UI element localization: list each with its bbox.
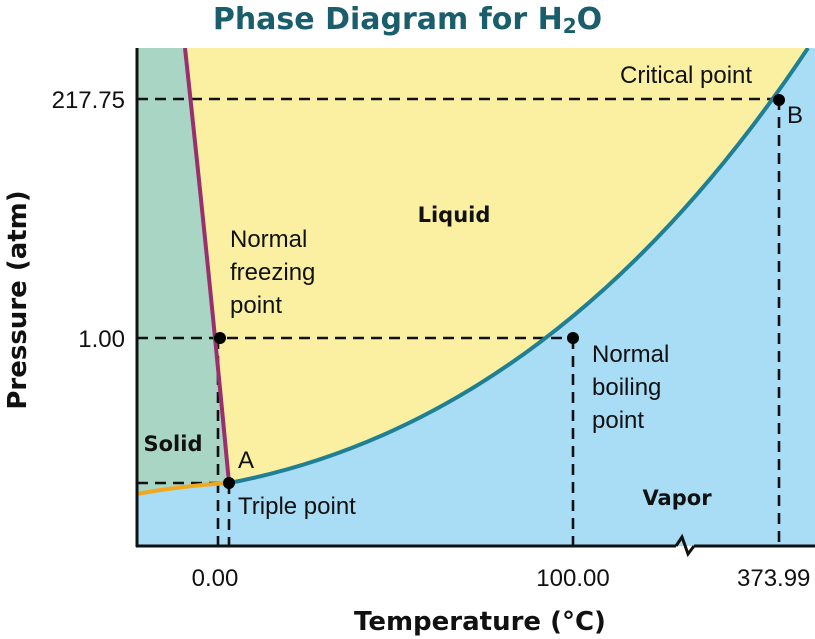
liquid-region xyxy=(185,48,808,483)
sublimation-curve xyxy=(137,481,230,496)
critical-point-label: Critical point xyxy=(620,62,752,89)
boiling-label-line-3: point xyxy=(592,407,644,434)
x-tick-0-00: 0.00 xyxy=(192,565,239,592)
x-tick-100-00: 100.00 xyxy=(536,565,609,592)
solid-region xyxy=(137,48,229,494)
plot-area xyxy=(137,48,815,546)
boiling-label-line-1: Normal xyxy=(592,341,669,368)
y-tick-217-75: 217.75 xyxy=(52,87,125,114)
diagram-title: Phase Diagram for H2O xyxy=(212,2,603,38)
critical-point-marker xyxy=(773,94,785,106)
y-axis-label: Pressure (atm) xyxy=(3,190,33,409)
freezing-label-line-2: freezing xyxy=(230,259,315,286)
freezing-label-line-1: Normal xyxy=(230,226,307,253)
triple-point-label: Triple point xyxy=(238,493,356,520)
x-tick-373-99: 373.99 xyxy=(737,565,810,592)
triple-point-marker xyxy=(223,477,235,489)
vaporization-curve xyxy=(228,48,810,485)
x-axis-label: Temperature (°C) xyxy=(354,607,606,637)
freezing-point-marker xyxy=(214,332,226,344)
point-b-label: B xyxy=(787,102,803,129)
fusion-curve xyxy=(183,48,231,484)
boiling-label-line-2: boiling xyxy=(592,374,661,401)
freezing-label-line-3: point xyxy=(230,292,282,319)
axis-break-icon xyxy=(674,533,696,558)
vapor-label: Vapor xyxy=(642,486,712,510)
solid-label: Solid xyxy=(144,432,203,456)
liquid-label: Liquid xyxy=(418,203,491,227)
boiling-point-marker xyxy=(567,332,579,344)
y-tick-1-00: 1.00 xyxy=(78,326,125,353)
point-a-label: A xyxy=(238,447,254,474)
